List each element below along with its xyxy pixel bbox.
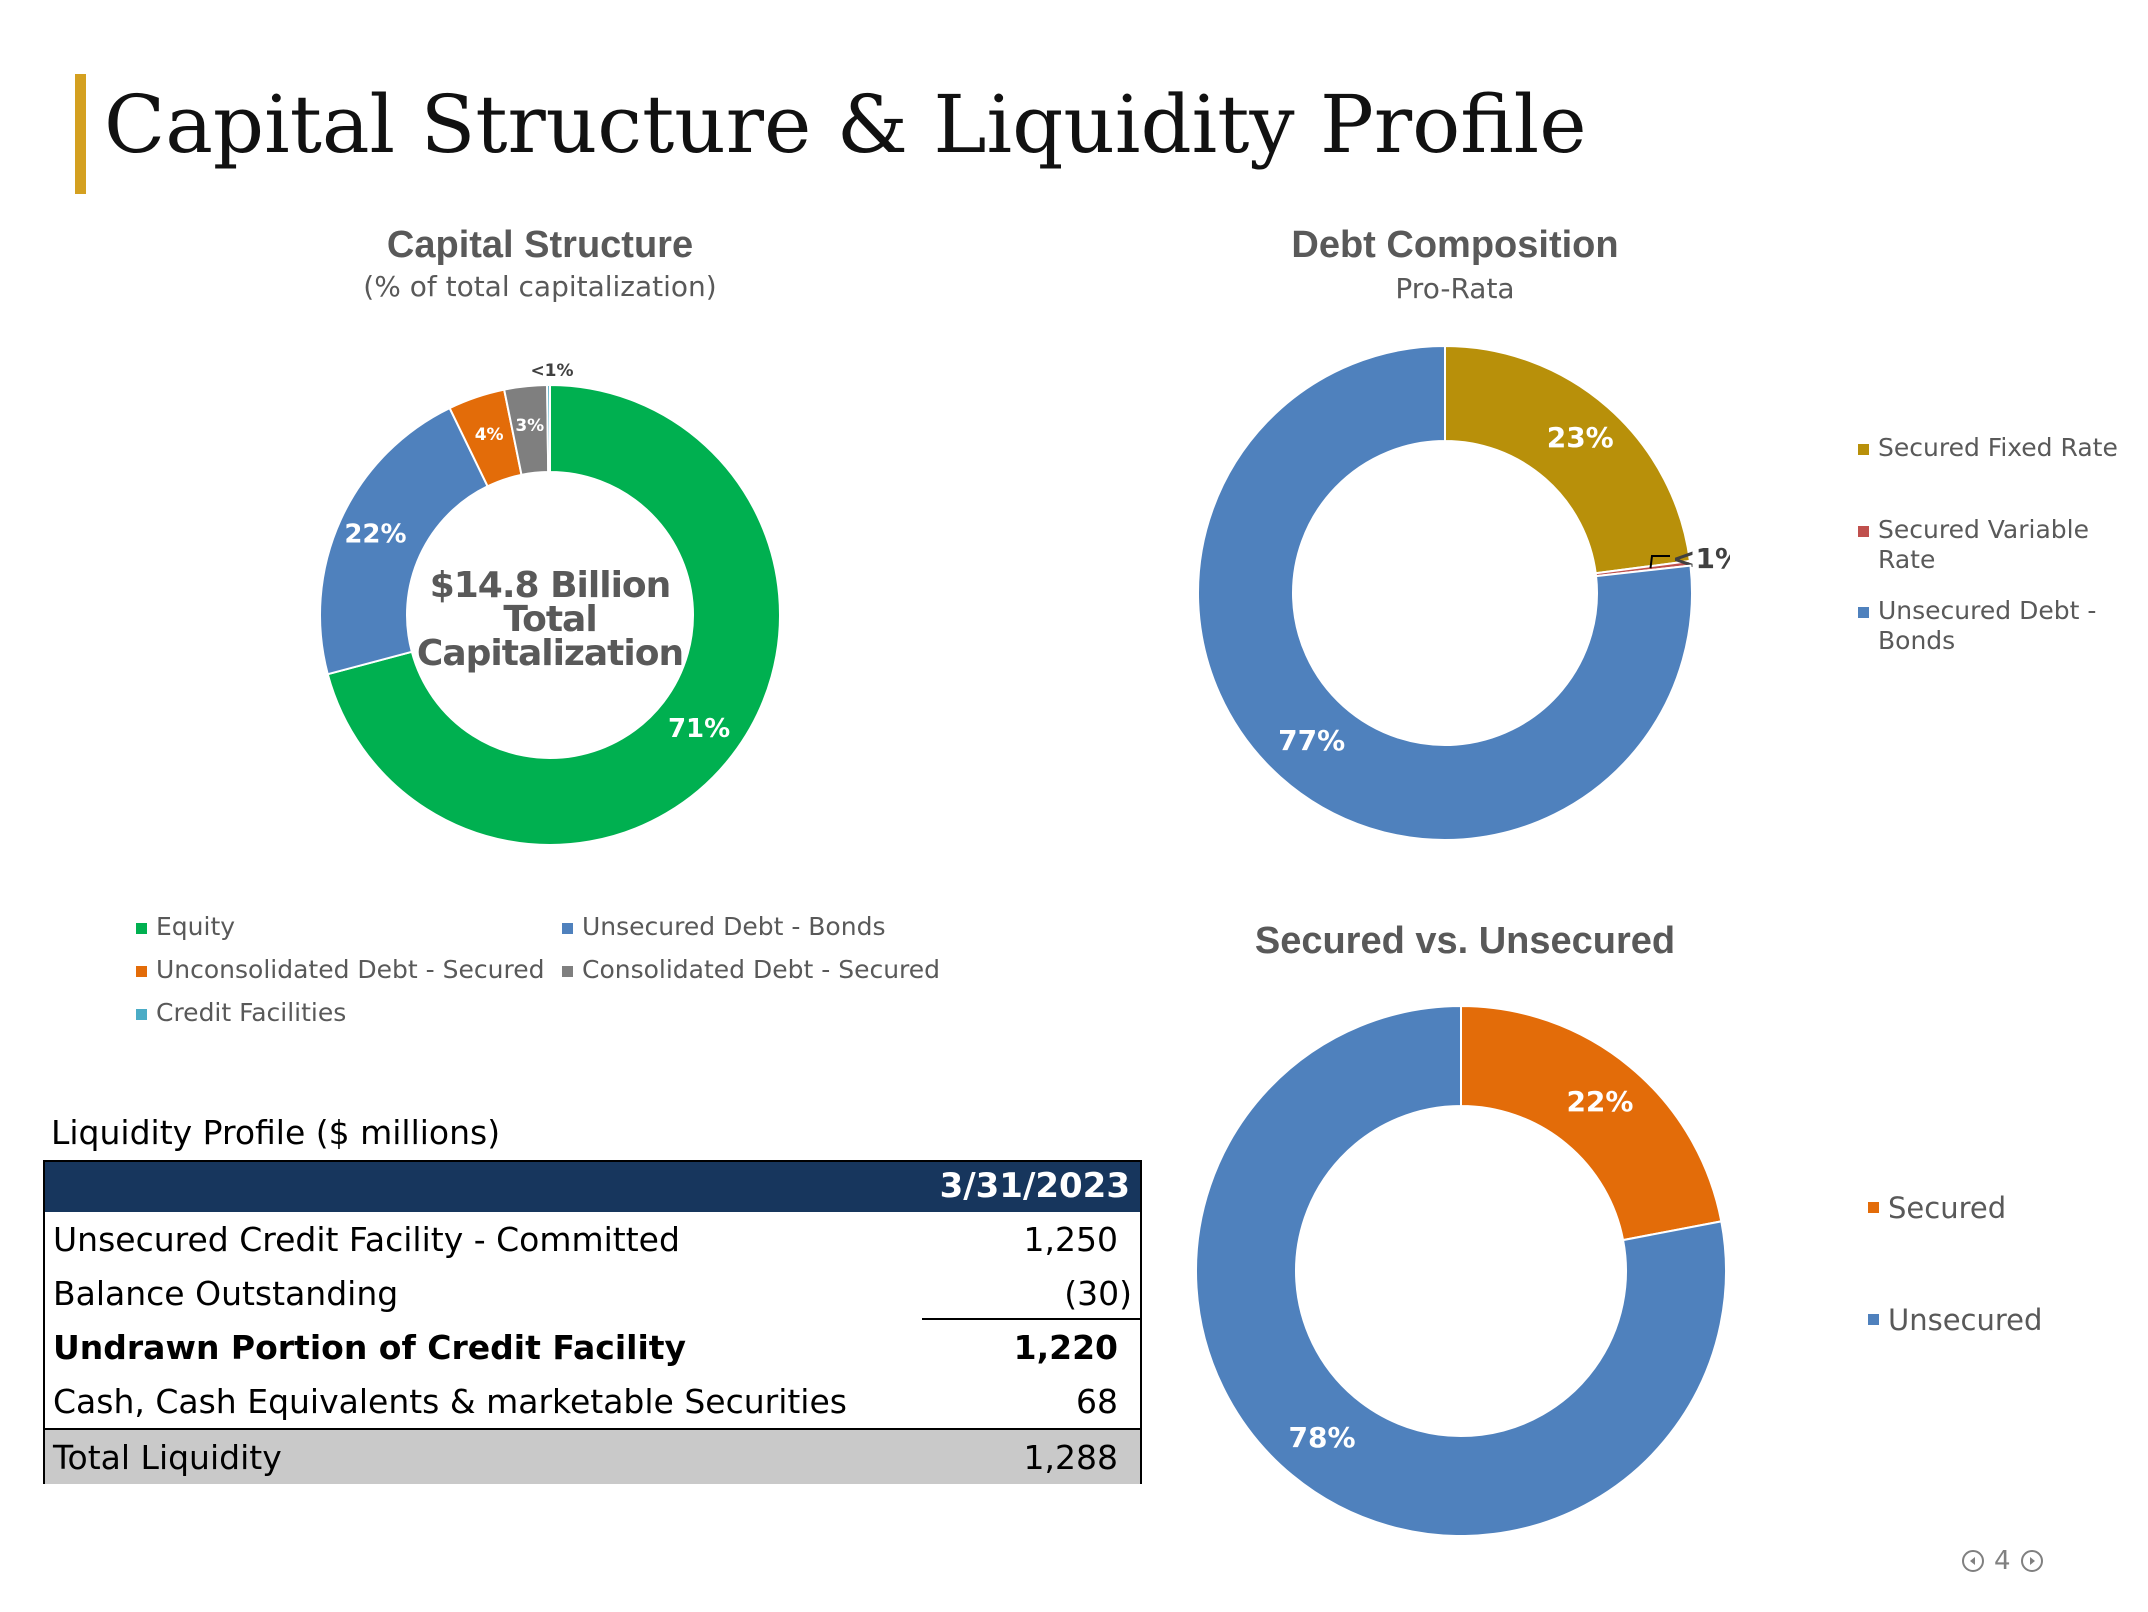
legend-swatch	[1858, 526, 1869, 537]
legend-item: Unsecured Debt - Bonds	[1858, 596, 2118, 656]
page-title: Capital Structure & Liquidity Profile	[104, 78, 1587, 171]
legend-item: Consolidated Debt - Secured	[562, 955, 940, 985]
debt-composition-donut: 23%<1%77%	[1197, 344, 1730, 841]
liquidity-title: Liquidity Profile ($ millions)	[51, 1113, 501, 1152]
center-label: Capitalization	[417, 633, 683, 674]
legend-item: Equity	[136, 912, 235, 942]
legend-label: Equity	[156, 912, 236, 941]
liquidity-table: 3/31/2023 Unsecured Credit Facility - Co…	[43, 1160, 1142, 1484]
legend-label: Unsecured Debt - Bonds	[1878, 596, 2097, 655]
table-row-total: Total Liquidity 1,288	[45, 1428, 1140, 1484]
legend-item: Secured Fixed Rate	[1858, 433, 2118, 463]
table-row: Cash, Cash Equivalents & marketable Secu…	[45, 1374, 1140, 1428]
title-accent-bar	[75, 74, 86, 194]
data-label: 71%	[668, 714, 730, 744]
row-label: Undrawn Portion of Credit Facility	[53, 1328, 687, 1367]
data-label: 3%	[515, 416, 544, 436]
row-value: 1,288	[1023, 1438, 1118, 1477]
legend-label: Secured	[1888, 1191, 2007, 1225]
legend-label: Consolidated Debt - Secured	[582, 955, 941, 984]
legend-item: Unsecured Debt - Bonds	[562, 912, 885, 942]
row-value: 1,220	[1013, 1328, 1118, 1367]
legend-item: Secured	[1868, 1191, 2006, 1225]
row-label: Cash, Cash Equivalents & marketable Secu…	[53, 1382, 847, 1421]
table-row: Undrawn Portion of Credit Facility 1,220	[45, 1320, 1140, 1374]
legend-label: Secured Variable Rate	[1878, 515, 2089, 574]
legend-swatch	[1858, 607, 1869, 618]
data-label: 22%	[344, 520, 406, 550]
previous-page-icon[interactable]	[1962, 1550, 1984, 1572]
legend-swatch	[136, 1009, 147, 1020]
slice-credit-facilities	[546, 383, 551, 474]
slice-secured-fixed-rate	[1444, 344, 1692, 575]
data-label: 4%	[475, 425, 504, 445]
legend-label: Unsecured Debt - Bonds	[582, 912, 886, 941]
capital-structure-title: Capital Structure	[386, 224, 694, 266]
debt-composition-title: Debt Composition	[1291, 224, 1619, 266]
page-navigation: 4	[1962, 1546, 2043, 1576]
legend-swatch	[1868, 1314, 1879, 1325]
data-label: 23%	[1547, 421, 1614, 454]
table-row: Balance Outstanding (30)	[45, 1266, 1140, 1320]
legend-label: Secured Fixed Rate	[1878, 433, 2118, 462]
page-number: 4	[1994, 1546, 2011, 1576]
data-label: 22%	[1566, 1085, 1633, 1118]
legend-item: Credit Facilities	[136, 998, 346, 1028]
legend-swatch	[136, 966, 147, 977]
liquidity-table-header: 3/31/2023	[45, 1162, 1140, 1212]
center-label: Total	[503, 599, 596, 640]
data-label: 77%	[1278, 724, 1345, 757]
center-label: $14.8 Billion	[430, 565, 671, 606]
leader-line	[1649, 555, 1670, 569]
row-label: Unsecured Credit Facility - Committed	[53, 1220, 680, 1259]
next-page-icon[interactable]	[2020, 1550, 2043, 1572]
legend-item: Unconsolidated Debt - Secured	[136, 955, 544, 985]
capital-structure-donut: 71% 22% 4% 3% <1% $14.8 BillionTotalCapitaliz…	[319, 361, 781, 846]
legend-label: Unsecured	[1888, 1303, 2043, 1337]
liquidity-date-header: 3/31/2023	[939, 1166, 1130, 1206]
legend-swatch	[562, 966, 573, 977]
slice-secured	[1460, 1004, 1723, 1242]
legend-swatch	[1858, 444, 1869, 455]
debt-composition-subtitle: Pro-Rata	[1395, 272, 1515, 305]
slice-unsecured	[1195, 1004, 1727, 1535]
row-label: Balance Outstanding	[53, 1274, 399, 1313]
slice-unsecured-debt-bonds	[319, 406, 489, 676]
secured-vs-unsecured-donut: 22% 78%	[1195, 1004, 1727, 1535]
secured-vs-unsecured-title: Secured vs. Unsecured	[1254, 920, 1676, 962]
legend-label: Unconsolidated Debt - Secured	[156, 955, 545, 984]
data-label: 78%	[1289, 1421, 1356, 1454]
slice-unsecured-debt-bonds	[1197, 344, 1693, 841]
row-value: 68	[1076, 1382, 1118, 1421]
row-label: Total Liquidity	[53, 1438, 282, 1477]
legend-swatch	[136, 923, 147, 934]
slice-equity	[326, 383, 781, 846]
legend-item: Secured Variable Rate	[1858, 515, 2118, 575]
legend-label: Credit Facilities	[156, 998, 347, 1027]
row-value: (30)	[1064, 1274, 1132, 1313]
table-row: Unsecured Credit Facility - Committed 1,…	[45, 1212, 1140, 1266]
capital-structure-subtitle: (% of total capitalization)	[363, 270, 717, 303]
subtotal-rule	[922, 1318, 1140, 1320]
legend-item: Unsecured	[1868, 1303, 2042, 1337]
data-label: <1%	[530, 361, 573, 381]
legend-swatch	[1868, 1202, 1879, 1213]
row-value: 1,250	[1023, 1220, 1118, 1259]
legend-swatch	[562, 923, 573, 934]
